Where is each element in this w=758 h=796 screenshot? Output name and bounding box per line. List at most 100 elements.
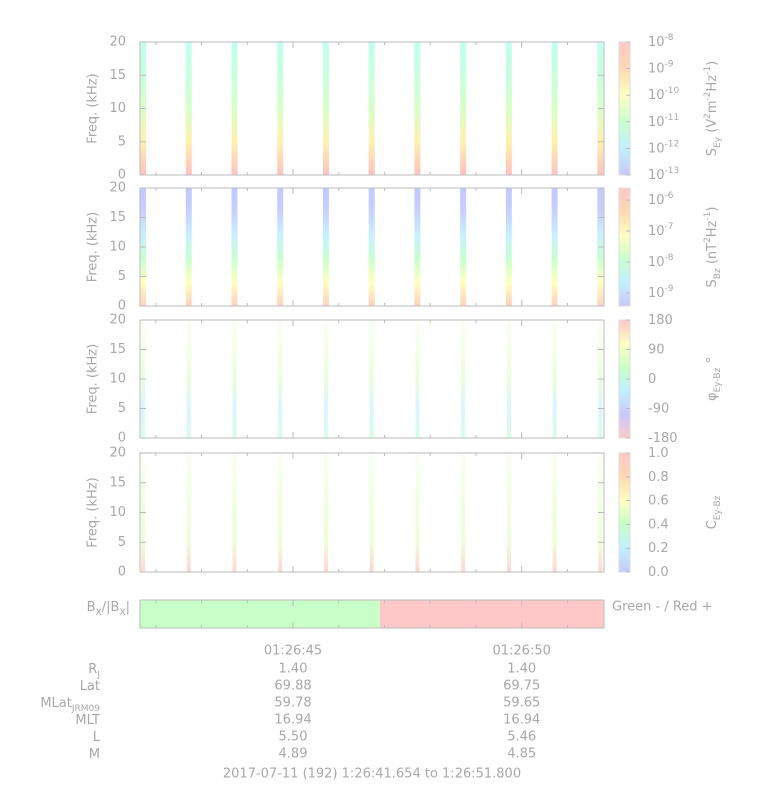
tick-base: 10	[648, 141, 665, 156]
sign-segment	[379, 600, 604, 628]
y-tick-label: 10	[109, 240, 126, 255]
label-part: X	[96, 608, 102, 618]
legend: Green - / Red +	[612, 600, 713, 615]
tick-base: 10	[648, 255, 665, 270]
y-tick-label: 5	[118, 401, 126, 416]
tick-base: -90	[648, 401, 669, 416]
burst	[278, 320, 283, 438]
colorbar-tick-label: 180	[648, 313, 673, 328]
burst	[323, 320, 328, 438]
y-tick-label: 20	[109, 35, 126, 50]
tick-base: 0.2	[648, 541, 669, 556]
label-part: |	[126, 600, 130, 615]
label-part: )	[705, 207, 720, 212]
burst	[232, 320, 237, 438]
burst	[277, 188, 284, 306]
colorbar-tick-label: 10-12	[648, 139, 679, 156]
colorbar	[618, 452, 631, 573]
burst	[506, 320, 511, 438]
y-tick-label: 15	[109, 210, 126, 225]
y-tick-label: 10	[109, 101, 126, 116]
colorbar-tick-label: 90	[648, 342, 665, 357]
row-value: 5.46	[507, 730, 536, 745]
label-part: J	[96, 670, 100, 680]
burst	[368, 188, 375, 306]
y-tick-label: 0	[118, 299, 126, 314]
label-part: S	[705, 279, 720, 287]
burst	[186, 453, 191, 572]
colorbar-label: SEy (V2m-2Hz-1)	[703, 61, 723, 156]
row-label: MLT	[75, 713, 100, 728]
colorbar-tick-label: -90	[648, 401, 669, 416]
tick-base: 1.0	[648, 446, 669, 461]
row-value: 59.78	[274, 696, 311, 711]
burst	[414, 188, 421, 306]
label-part: Hz	[705, 220, 720, 237]
row-value: 16.94	[503, 713, 540, 728]
label-part: Hz	[705, 75, 720, 92]
label-part: R	[88, 662, 97, 677]
colorbar-tick-label: 10-8	[648, 33, 674, 50]
label-part: B	[87, 600, 96, 615]
y-tick-label: 10	[109, 505, 126, 520]
label-part: φ	[705, 392, 720, 401]
row-value: 1.40	[507, 662, 536, 677]
row-value: 69.88	[274, 679, 311, 694]
y-tick-label: 5	[118, 535, 126, 550]
colorbar-label: SBz (nT2Hz-1)	[703, 207, 723, 288]
tick-base: 90	[648, 342, 665, 357]
colorbar-tick-label: 10-6	[648, 191, 674, 208]
tick-base: 10	[648, 114, 665, 129]
label-part: Ey-Bz	[713, 495, 723, 520]
burst	[461, 453, 466, 572]
tick-base: -180	[648, 431, 678, 446]
label-part: °	[705, 357, 720, 368]
tick-base: 0.6	[648, 493, 669, 508]
y-axis-label: Freq. (kHz)	[86, 73, 101, 143]
burst	[505, 42, 512, 175]
burst	[322, 42, 329, 175]
y-tick-label: 5	[118, 269, 126, 284]
burst	[369, 453, 374, 572]
tick-base: 180	[648, 313, 673, 328]
colorbar-tick-label: 10-9	[648, 283, 674, 300]
tick-exponent: -9	[665, 283, 674, 293]
y-axis-label: Freq. (kHz)	[86, 477, 101, 547]
colorbar-tick-label: 10-8	[648, 253, 674, 270]
burst	[277, 42, 284, 175]
tick-base: 10	[648, 285, 665, 300]
label-part: (nT	[705, 243, 720, 268]
colorbar-tick-label: -180	[648, 431, 678, 446]
burst	[552, 453, 557, 572]
tick-base: 0.8	[648, 469, 669, 484]
tick-base: 10	[648, 61, 665, 76]
tick-exponent: -8	[665, 253, 674, 263]
y-tick-label: 15	[109, 342, 126, 357]
burst	[460, 188, 467, 306]
label-part: M	[89, 747, 100, 762]
colorbar-tick-label: 10-7	[648, 222, 674, 239]
row-value: 5.50	[279, 730, 308, 745]
burst	[505, 188, 512, 306]
row-value: 69.75	[503, 679, 540, 694]
burst	[461, 320, 466, 438]
label-part: L	[93, 730, 101, 745]
burst	[231, 188, 238, 306]
tick-exponent: -7	[665, 222, 674, 232]
burst	[322, 188, 329, 306]
label-part: m	[705, 100, 720, 113]
tick-base: 10	[648, 193, 665, 208]
row-value: 59.65	[503, 696, 540, 711]
row-value: 4.85	[507, 747, 536, 762]
label-part: Bz	[713, 268, 723, 279]
row-value: 4.89	[279, 747, 308, 762]
tick-base: 0.4	[648, 517, 669, 532]
label-part: Lat	[80, 679, 100, 694]
tick-exponent: -8	[665, 33, 674, 43]
burst	[369, 320, 374, 438]
y-axis-label: Freq. (kHz)	[86, 344, 101, 414]
colorbar-tick-label: 0.0	[648, 565, 669, 580]
y-tick-label: 0	[118, 168, 126, 183]
tick-base: 10	[648, 224, 665, 239]
